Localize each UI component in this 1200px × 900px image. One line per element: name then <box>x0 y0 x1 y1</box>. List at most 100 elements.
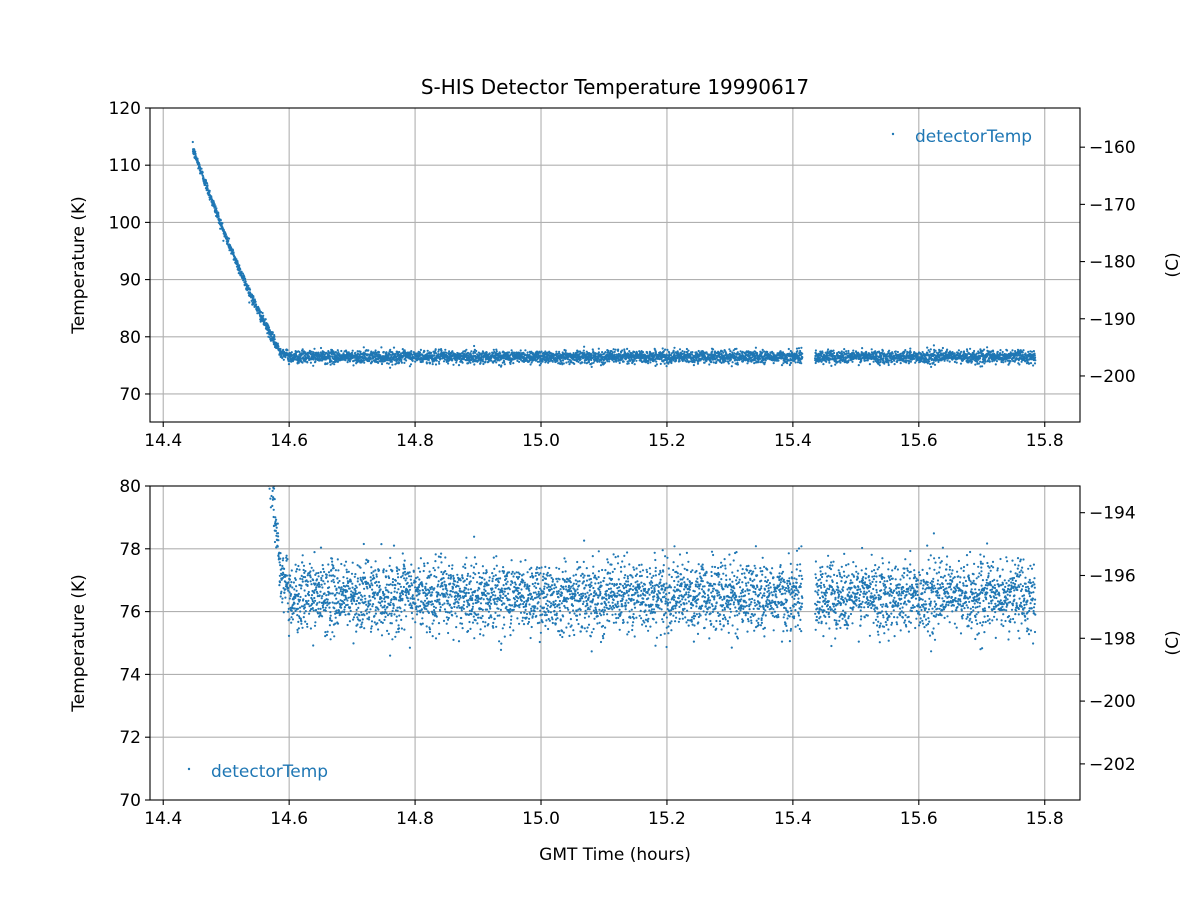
data-point <box>655 363 659 366</box>
data-point <box>787 347 790 351</box>
data-point <box>351 349 354 352</box>
data-point <box>966 353 969 357</box>
data-point <box>909 347 912 350</box>
data-point <box>344 359 347 362</box>
data-point <box>943 359 946 362</box>
y-tick-label: 120 <box>109 99 141 119</box>
data-point <box>608 360 611 363</box>
data-point <box>437 350 440 353</box>
data-point <box>715 360 718 363</box>
data-point <box>267 326 271 329</box>
data-point <box>772 362 775 365</box>
data-point <box>279 347 282 351</box>
data-point <box>551 360 554 363</box>
data-point <box>962 350 966 353</box>
data-point <box>891 352 894 355</box>
data-point <box>390 360 393 363</box>
data-point <box>435 352 438 355</box>
right-y-tick-label: −180 <box>1089 253 1136 273</box>
data-point <box>709 358 712 362</box>
data-point <box>277 345 280 348</box>
data-point <box>427 358 430 361</box>
data-point <box>687 349 690 352</box>
data-point <box>622 360 625 363</box>
data-point <box>386 362 389 365</box>
data-point <box>861 347 864 350</box>
data-point <box>826 350 829 353</box>
data-point <box>214 205 217 208</box>
data-point <box>411 353 414 356</box>
data-points <box>191 140 1037 369</box>
data-point <box>710 352 713 355</box>
data-point <box>510 349 513 352</box>
data-point <box>604 351 607 354</box>
data-point <box>633 357 637 360</box>
data-point <box>541 360 544 363</box>
x-tick-label: 15.0 <box>522 431 560 451</box>
data-point <box>191 140 194 144</box>
data-point <box>686 352 689 355</box>
data-point <box>252 303 255 306</box>
data-point <box>857 351 860 354</box>
data-point <box>730 365 733 368</box>
data-point <box>206 187 209 190</box>
x-tick-label: 15.2 <box>648 431 686 451</box>
data-point <box>665 365 668 368</box>
data-point <box>627 362 630 365</box>
data-point <box>435 359 438 362</box>
data-point <box>532 352 535 355</box>
data-point <box>928 350 931 353</box>
data-point <box>754 355 757 358</box>
data-point <box>796 350 799 353</box>
data-point <box>583 352 586 355</box>
data-point <box>437 353 440 356</box>
data-point <box>238 264 241 267</box>
data-point <box>377 361 380 364</box>
data-point <box>613 350 616 353</box>
data-point <box>243 275 246 279</box>
data-point <box>628 350 631 353</box>
data-point <box>410 350 413 353</box>
data-point <box>840 352 844 355</box>
data-point <box>779 350 782 353</box>
data-point <box>470 350 473 353</box>
data-point <box>381 360 384 363</box>
data-point <box>208 189 211 192</box>
data-point <box>691 351 694 354</box>
data-point <box>346 361 349 364</box>
data-point <box>818 356 822 359</box>
data-point <box>960 350 963 353</box>
data-point <box>451 359 454 362</box>
data-point <box>788 363 792 367</box>
data-point <box>940 349 943 352</box>
data-point <box>262 317 265 320</box>
data-point <box>313 347 316 350</box>
data-point <box>907 362 911 365</box>
data-point <box>375 352 378 355</box>
data-point <box>932 344 936 347</box>
data-point <box>659 362 662 365</box>
data-point <box>273 334 276 337</box>
data-point <box>377 351 381 354</box>
data-point <box>904 359 907 362</box>
data-point <box>395 362 398 365</box>
x-tick-label: 14.8 <box>396 431 434 451</box>
data-point <box>550 357 553 360</box>
data-point <box>414 360 417 363</box>
data-point <box>669 354 673 357</box>
data-point <box>928 362 932 366</box>
data-point <box>194 150 197 153</box>
data-point <box>466 351 470 354</box>
data-point <box>387 362 390 365</box>
data-point <box>590 353 593 357</box>
data-point <box>347 351 350 354</box>
data-point <box>946 359 949 362</box>
data-point <box>335 358 338 361</box>
data-point <box>913 357 916 360</box>
data-point <box>231 249 235 252</box>
data-point <box>747 353 750 356</box>
data-point <box>236 262 239 265</box>
data-point <box>437 348 440 351</box>
data-point <box>404 357 407 360</box>
data-point <box>978 357 982 360</box>
